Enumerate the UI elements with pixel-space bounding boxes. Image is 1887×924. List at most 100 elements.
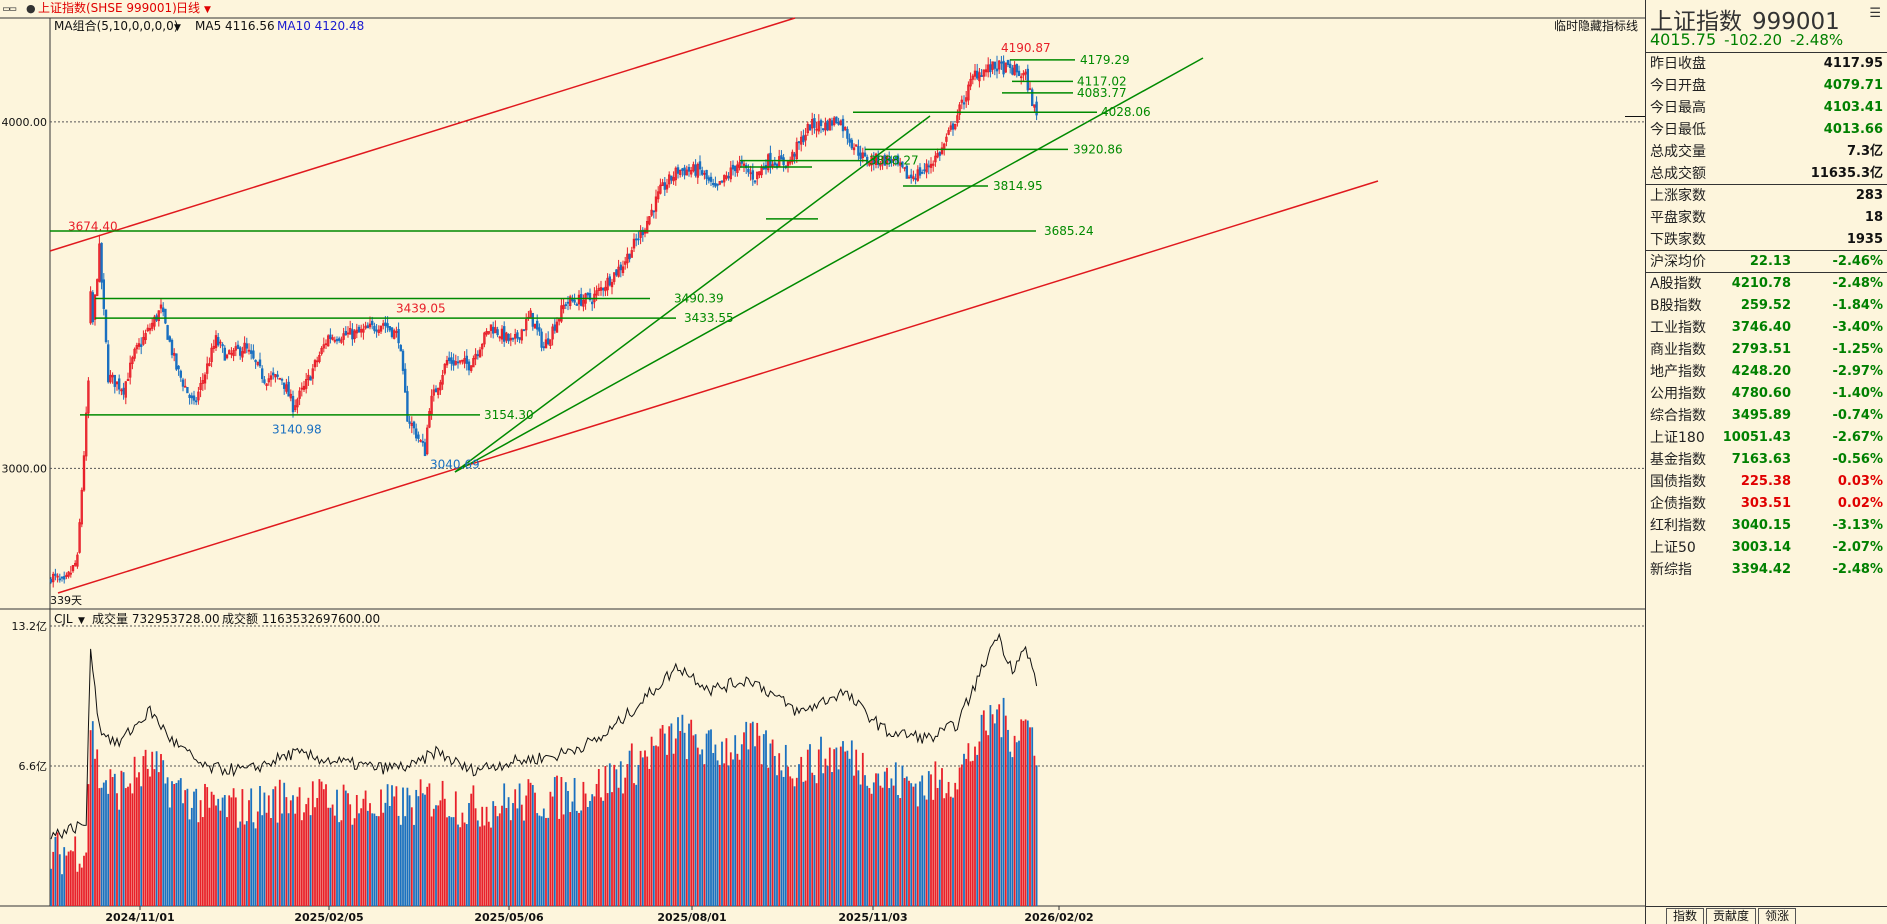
volume-bar [635, 784, 638, 906]
volume-bar [1031, 727, 1034, 906]
x-tick-label: 2025/05/06 [474, 911, 544, 924]
stat-row: 今日开盘 4079.71 [1646, 75, 1887, 97]
volume-bar [912, 786, 915, 906]
volume-bar [83, 855, 85, 906]
candle-body [399, 345, 403, 352]
volume-bar [428, 783, 431, 906]
upper-channel-line [49, 17, 796, 252]
main-trend-line [454, 57, 1204, 473]
chart-canvas[interactable]: 3674.403439.053140.983040.694190.873685.… [0, 0, 1645, 924]
candle-body [652, 210, 656, 213]
volume-bar [978, 741, 981, 906]
candle-body [619, 264, 623, 271]
candle-body [175, 353, 178, 370]
window-control-icon[interactable]: ▭▭ [3, 2, 17, 15]
tab-index[interactable]: 指数 [1666, 908, 1705, 924]
candle-body [417, 434, 420, 439]
index-row: 上证50 3003.14 -2.07% [1646, 537, 1887, 559]
candle-body [949, 125, 953, 130]
volume-bar [679, 731, 682, 906]
period-selector[interactable]: 日线 [176, 1, 200, 15]
volume-bar [483, 825, 486, 906]
volume-bar [646, 756, 649, 906]
volume-bar [248, 800, 250, 906]
index-list: A股指数 4210.78 -2.48% B股指数 259.52 -1.84% 工业指数 374… [1646, 273, 1887, 581]
candle-body [628, 253, 631, 260]
volume-bar [76, 871, 79, 906]
candle-body [1031, 89, 1034, 107]
volume-bar [498, 813, 501, 906]
volume-bar [692, 735, 695, 906]
volume-bar [186, 788, 189, 906]
volume-bar [839, 746, 842, 906]
candle-body [797, 141, 801, 144]
volume-bar [388, 805, 391, 906]
candle-body [696, 164, 700, 178]
candle-body [128, 362, 132, 378]
candle-body [575, 303, 579, 306]
volume-bar [793, 786, 796, 906]
candle-body [1015, 64, 1019, 73]
chevron-down-icon[interactable]: ▼ [78, 616, 85, 626]
candle-body [767, 154, 770, 171]
volume-bar [404, 816, 407, 906]
volume-bar [567, 790, 569, 906]
volume-bar [232, 788, 235, 906]
volume-bar [149, 776, 151, 906]
volume-bar [347, 793, 349, 906]
volume-bar [842, 741, 844, 906]
index-pct: -2.67% [1832, 430, 1884, 445]
candle-body [773, 162, 777, 166]
candle-body [82, 455, 86, 491]
volume-bar [767, 767, 770, 906]
volume-bar [789, 776, 792, 906]
candle-body [830, 120, 834, 126]
tab-contribution[interactable]: 贡献度 [1706, 908, 1757, 924]
candle-body [874, 153, 878, 165]
candle-body [392, 330, 396, 339]
hide-indicator-button[interactable]: 临时隐藏指标线 [1554, 18, 1638, 33]
volume-bar [272, 789, 275, 906]
candle-body [428, 411, 431, 428]
volume-bar [864, 775, 866, 906]
candle-body [1011, 67, 1014, 75]
volume-bar [762, 734, 765, 906]
candle-body [602, 287, 605, 291]
candle-body [425, 427, 429, 455]
candle-body [456, 361, 460, 364]
candle-body [984, 69, 988, 73]
index-pct: -1.84% [1832, 298, 1884, 313]
volume-bar [408, 795, 411, 906]
volume-bar [490, 827, 492, 906]
ma-combo-label[interactable]: MA组合(5,10,0,0,0,0) [54, 18, 178, 33]
volume-bar [151, 751, 154, 906]
level-label: 3154.30 [484, 408, 534, 422]
chevron-down-icon[interactable]: ▼ [204, 5, 211, 15]
volume-bar [512, 803, 514, 906]
volume-bar [373, 813, 376, 906]
candle-body [591, 301, 594, 305]
volume-bar [157, 772, 160, 906]
candle-body [668, 174, 671, 185]
candle-body [247, 349, 251, 352]
breadth-row: 下跌家数 1935 [1646, 229, 1887, 251]
volume-indicator-name[interactable]: CJL [54, 612, 73, 626]
candle-body [170, 339, 174, 356]
menu-icon[interactable]: ☰ [1869, 6, 1881, 21]
chevron-down-icon[interactable]: ▼ [174, 23, 181, 33]
volume-bar [870, 793, 873, 906]
candle-body [340, 339, 343, 343]
volume-tick-label: 13.2亿 [12, 620, 48, 633]
candle-body [756, 171, 759, 180]
volume-bar [914, 783, 917, 906]
volume-bar [366, 810, 369, 906]
candle-body [359, 328, 363, 333]
volume-bar [210, 791, 213, 906]
level-label: 3433.55 [684, 311, 734, 325]
candle-body [293, 405, 297, 410]
candle-body [245, 343, 249, 349]
candle-body [1035, 101, 1038, 116]
volume-bar [298, 787, 301, 906]
volume-bar [542, 808, 545, 906]
tab-leaders[interactable]: 领涨 [1758, 908, 1797, 924]
